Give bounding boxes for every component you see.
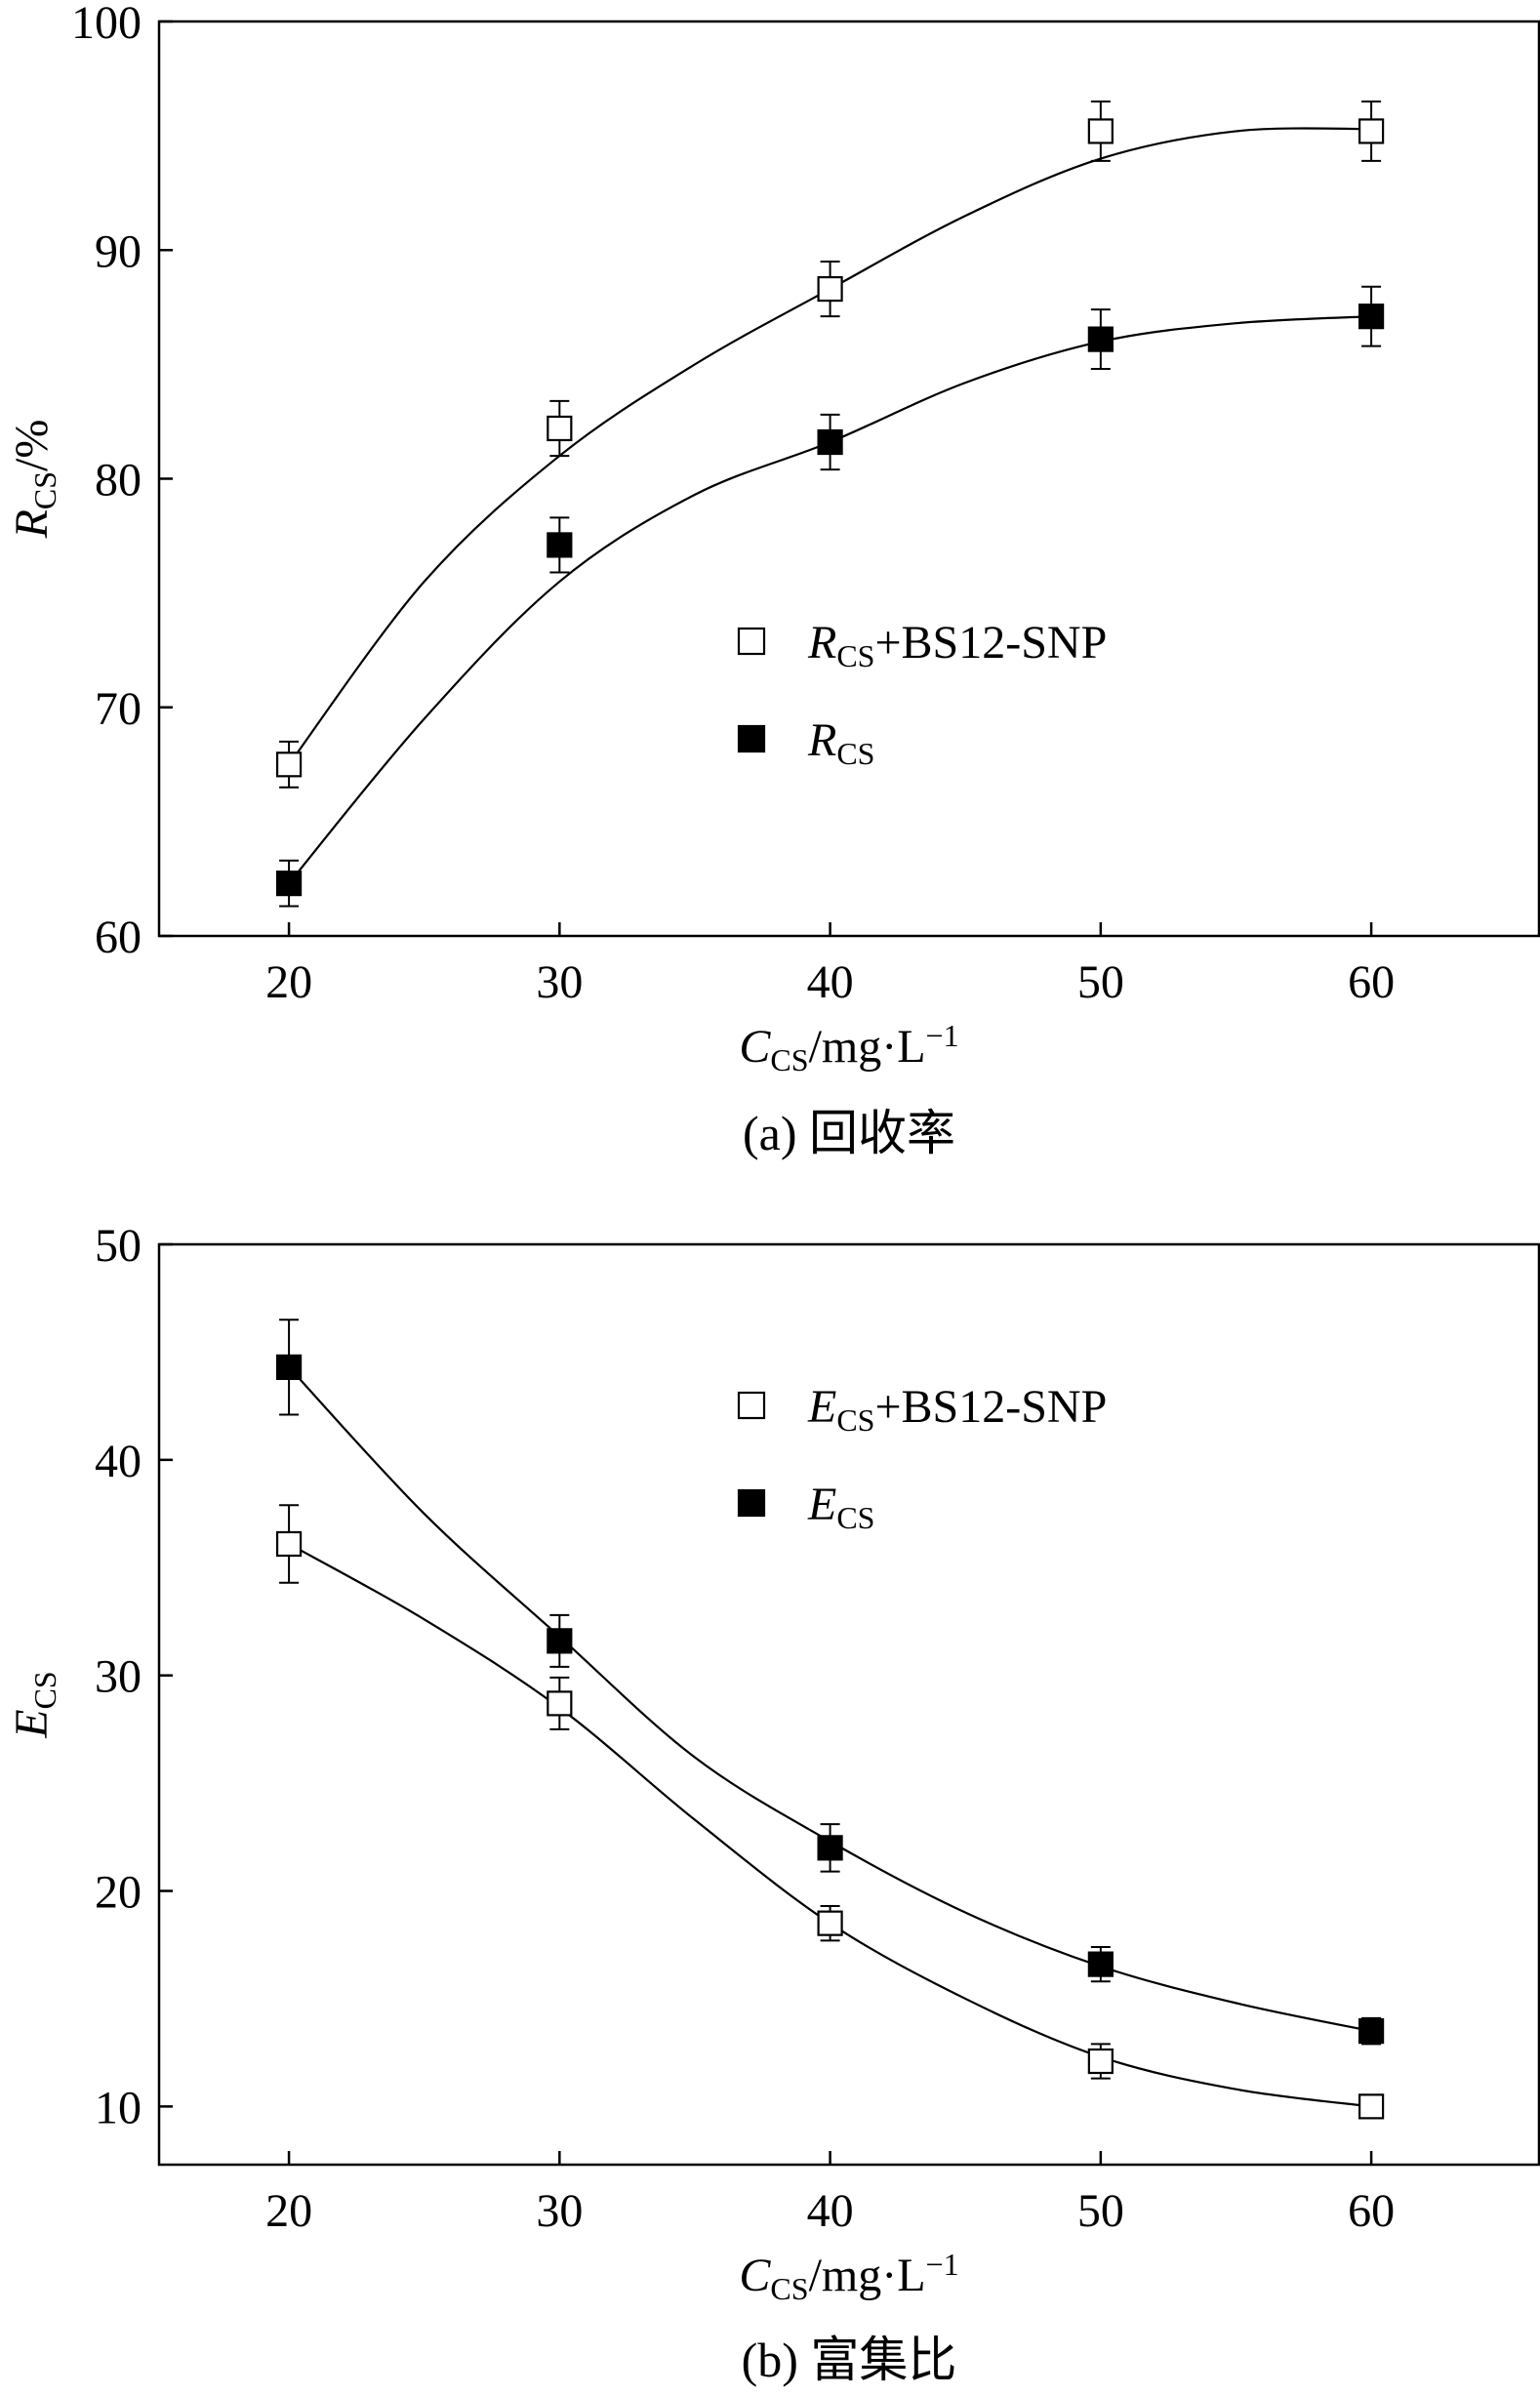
data-point-marker: [817, 1835, 843, 1861]
legend-entry: RCS+BS12-SNP: [807, 617, 1107, 673]
label-variable: C: [739, 1021, 771, 1073]
x-tick-label: 50: [1077, 2185, 1124, 2237]
label-superscript: −1: [926, 1018, 959, 1053]
y-tick-label: 90: [95, 225, 142, 277]
data-point-marker: [1087, 118, 1114, 144]
legend-entry: ECS+BS12-SNP: [807, 1381, 1107, 1438]
series-fit-curve: [288, 315, 1372, 884]
label-subscript: CS: [770, 1042, 808, 1077]
chart-caption: (a) 回收率: [743, 1106, 955, 1160]
label-variable: C: [739, 2250, 771, 2301]
data-point-marker: [817, 1910, 843, 1936]
data-point-marker: [1358, 2093, 1385, 2120]
label-variable: E: [6, 1709, 58, 1738]
x-axis-label: CCS/mg·L−1: [739, 2247, 958, 2306]
y-tick-label: 30: [95, 1651, 142, 1703]
x-tick-label: 60: [1348, 2185, 1395, 2237]
data-point-marker: [547, 1628, 573, 1654]
label-subscript: CS: [27, 471, 62, 509]
plot-frame: [157, 20, 1540, 938]
x-axis-label: CCS/mg·L−1: [739, 1018, 958, 1077]
label-unit: /mg·L: [809, 1021, 926, 1073]
series-pure: [275, 285, 1385, 908]
legend-marker: [737, 627, 766, 656]
label-variable: R: [807, 714, 836, 766]
label-unit: +BS12-SNP: [874, 617, 1107, 669]
data-point-marker: [275, 871, 303, 897]
data-point-marker: [1087, 1951, 1114, 1977]
data-point-marker: [817, 275, 843, 303]
x-tick-label: 40: [807, 2185, 854, 2237]
label-subscript: CS: [836, 736, 874, 771]
series-with-bs12-snp: [275, 100, 1385, 789]
label-variable: E: [807, 1381, 836, 1433]
chart-recovery-rate: 20 30 40 50 6060708090100CCS/mg·L−1RCS/%(a) …: [6, 0, 1540, 1160]
data-point-marker: [275, 751, 303, 778]
y-tick-label: 20: [95, 1867, 142, 1919]
y-tick-label: 80: [95, 455, 142, 507]
data-point-marker: [275, 1530, 303, 1558]
x-tick-label: 30: [536, 2185, 583, 2237]
data-point-marker: [1087, 326, 1114, 352]
x-tick-label: 30: [536, 956, 583, 1008]
y-axis-label: RCS/%: [6, 420, 62, 540]
x-tick-label: 20: [265, 956, 312, 1008]
label-subscript: CS: [836, 638, 874, 673]
data-point-marker: [1358, 2017, 1385, 2045]
y-tick-label: 40: [95, 1436, 142, 1487]
label-subscript: CS: [770, 2271, 808, 2306]
data-point-marker: [1358, 118, 1385, 144]
label-variable: R: [807, 617, 836, 669]
label-subscript: CS: [836, 1500, 874, 1535]
series-pure: [275, 1319, 1385, 2046]
x-tick-label: 40: [807, 956, 854, 1008]
series-fit-curve: [288, 127, 1372, 765]
data-point-marker: [817, 428, 843, 456]
data-point-marker: [547, 532, 573, 558]
legend-marker: [737, 1488, 766, 1518]
label-variable: R: [6, 509, 58, 539]
label-subscript: CS: [836, 1402, 874, 1438]
label-subscript: CS: [27, 1671, 62, 1709]
chart-caption: (b) 富集比: [742, 2333, 957, 2387]
legend-entry: ECS: [807, 1479, 874, 1535]
y-tick-label: 100: [71, 0, 142, 49]
legend-marker: [737, 1391, 766, 1420]
y-tick-label: 10: [95, 2082, 142, 2133]
y-tick-label: 70: [95, 683, 142, 735]
y-axis-label: ECS: [6, 1671, 62, 1738]
label-unit: +BS12-SNP: [874, 1381, 1107, 1433]
data-point-marker: [547, 415, 573, 442]
label-variable: E: [807, 1479, 836, 1530]
x-tick-label: 50: [1077, 956, 1124, 1008]
data-point-marker: [1358, 304, 1385, 330]
label-unit: /%: [6, 420, 58, 471]
data-point-marker: [275, 1354, 303, 1380]
legend-marker: [737, 724, 766, 753]
label-unit: /mg·L: [809, 2250, 926, 2301]
data-point-marker: [547, 1690, 573, 1717]
plot-frame: [157, 1242, 1540, 2167]
y-tick-label: 60: [95, 912, 142, 963]
x-tick-label: 60: [1348, 956, 1395, 1008]
legend-entry: RCS: [807, 714, 874, 771]
x-tick-label: 20: [265, 2185, 312, 2237]
label-superscript: −1: [926, 2247, 959, 2282]
data-point-marker: [1087, 2048, 1114, 2075]
series-with-bs12-snp: [275, 1504, 1385, 2120]
y-tick-label: 50: [95, 1220, 142, 1272]
series-fit-curve: [288, 1366, 1372, 2033]
